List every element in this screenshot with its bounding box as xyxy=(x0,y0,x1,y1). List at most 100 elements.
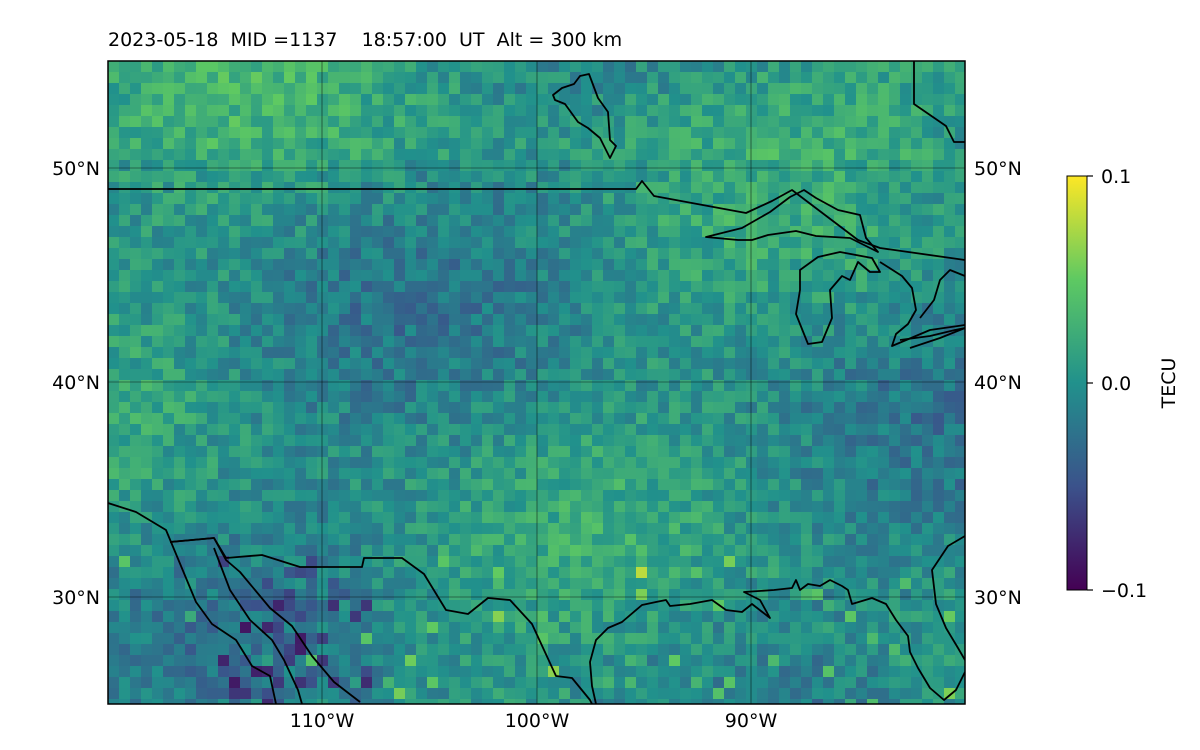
tec-cell xyxy=(823,435,834,446)
tec-cell xyxy=(515,424,526,435)
tec-cell xyxy=(713,94,724,105)
tec-cell xyxy=(867,369,878,380)
tec-cell xyxy=(735,138,746,149)
tec-cell xyxy=(284,105,295,116)
tec-cell xyxy=(790,292,801,303)
tec-cell xyxy=(801,644,812,655)
tec-cell xyxy=(240,314,251,325)
tec-cell xyxy=(889,347,900,358)
tec-cell xyxy=(823,600,834,611)
tec-cell xyxy=(801,490,812,501)
tec-cell xyxy=(405,556,416,567)
tec-cell xyxy=(823,160,834,171)
tec-cell xyxy=(405,94,416,105)
tec-cell xyxy=(768,611,779,622)
tec-cell xyxy=(614,435,625,446)
tec-cell xyxy=(647,336,658,347)
tec-cell xyxy=(152,358,163,369)
tec-cell xyxy=(658,369,669,380)
tec-cell xyxy=(174,94,185,105)
tec-cell xyxy=(878,94,889,105)
tec-cell xyxy=(614,259,625,270)
tec-cell xyxy=(449,501,460,512)
tec-cell xyxy=(240,138,251,149)
tec-cell xyxy=(878,204,889,215)
tec-cell xyxy=(900,237,911,248)
tec-cell xyxy=(372,127,383,138)
tec-cell xyxy=(526,369,537,380)
tec-cell xyxy=(218,160,229,171)
tec-cell xyxy=(471,347,482,358)
tec-cell xyxy=(614,138,625,149)
tec-cell xyxy=(559,589,570,600)
tec-cell xyxy=(878,655,889,666)
tec-cell xyxy=(581,61,592,72)
tec-cell xyxy=(482,413,493,424)
tec-cell xyxy=(900,622,911,633)
tec-cell xyxy=(702,105,713,116)
tec-cell xyxy=(251,490,262,501)
tec-cell xyxy=(273,215,284,226)
tec-cell xyxy=(592,358,603,369)
tec-cell xyxy=(526,578,537,589)
tec-cell xyxy=(416,633,427,644)
tec-cell xyxy=(328,413,339,424)
tec-cell xyxy=(911,457,922,468)
tec-cell xyxy=(768,666,779,677)
tec-cell xyxy=(361,556,372,567)
tec-cell xyxy=(878,391,889,402)
tec-cell xyxy=(229,259,240,270)
tec-cell xyxy=(284,61,295,72)
tec-cell xyxy=(108,677,119,688)
tec-cell xyxy=(119,523,130,534)
tec-cell xyxy=(845,215,856,226)
tec-cell xyxy=(295,314,306,325)
tec-cell xyxy=(691,259,702,270)
tec-cell xyxy=(427,292,438,303)
tec-cell xyxy=(614,424,625,435)
tec-cell xyxy=(889,204,900,215)
tec-cell xyxy=(900,314,911,325)
tec-cell xyxy=(284,391,295,402)
tec-cell xyxy=(570,512,581,523)
tec-cell xyxy=(295,402,306,413)
tec-cell xyxy=(691,600,702,611)
tec-cell xyxy=(361,325,372,336)
tec-cell xyxy=(889,468,900,479)
tec-cell xyxy=(152,523,163,534)
tec-cell xyxy=(394,402,405,413)
tec-cell xyxy=(581,589,592,600)
tec-cell xyxy=(801,138,812,149)
tec-cell xyxy=(537,303,548,314)
tec-cell xyxy=(218,369,229,380)
tec-cell xyxy=(955,501,965,512)
tec-cell xyxy=(295,292,306,303)
tec-cell xyxy=(856,523,867,534)
tec-cell xyxy=(823,545,834,556)
tec-cell xyxy=(306,611,317,622)
tec-cell xyxy=(933,292,944,303)
tec-cell xyxy=(922,182,933,193)
tec-cell xyxy=(185,677,196,688)
tec-cell xyxy=(823,369,834,380)
tec-cell xyxy=(658,545,669,556)
tec-cell xyxy=(163,127,174,138)
tec-cell xyxy=(559,523,570,534)
tec-cell xyxy=(306,303,317,314)
tec-cell xyxy=(691,479,702,490)
tec-cell xyxy=(735,358,746,369)
tec-cell xyxy=(372,435,383,446)
tec-cell xyxy=(746,314,757,325)
tec-cell xyxy=(207,281,218,292)
tec-cell xyxy=(471,259,482,270)
tec-cell xyxy=(625,292,636,303)
tec-cell xyxy=(757,237,768,248)
tec-cell xyxy=(570,94,581,105)
tec-cell xyxy=(691,567,702,578)
tec-cell xyxy=(944,534,955,545)
tec-cell xyxy=(658,523,669,534)
tec-cell xyxy=(713,633,724,644)
tec-cell xyxy=(768,336,779,347)
tec-cell xyxy=(460,292,471,303)
tec-cell xyxy=(867,347,878,358)
